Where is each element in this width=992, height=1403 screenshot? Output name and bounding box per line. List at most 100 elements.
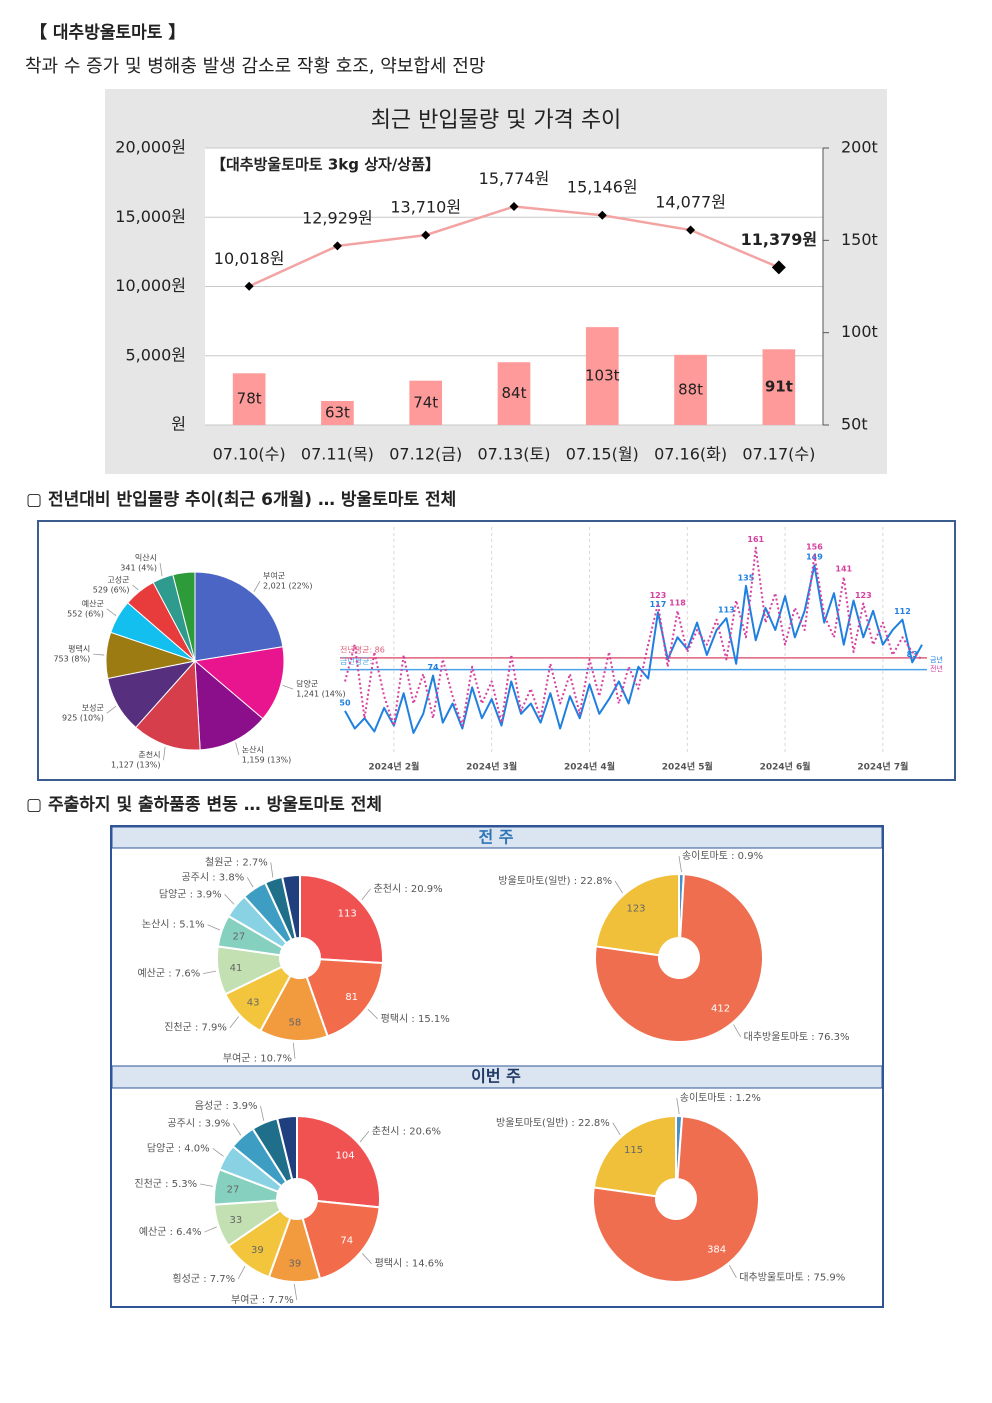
bar-value-label: 103t — [585, 367, 620, 385]
slice-value-label: 123 — [626, 904, 645, 915]
point-label: 113 — [718, 606, 735, 615]
slice-name-label: 춘천시 — [138, 750, 160, 760]
slice-name-label: 보성군 — [82, 704, 104, 713]
price-value-label: 12,929원 — [302, 208, 373, 227]
leader-line — [229, 1016, 239, 1028]
leader-line — [253, 580, 261, 592]
bar — [409, 380, 443, 425]
y-tick-label: 5,000원 — [125, 345, 186, 364]
bar — [232, 373, 266, 425]
leader-line — [224, 894, 235, 905]
slice-label: 방울토마토(일반) : 22.8% — [498, 875, 612, 887]
leader-line — [235, 742, 240, 756]
header-title: 【 대추방울토마토 】 — [30, 22, 185, 43]
slice-value-label: 529 (6%) — [93, 586, 130, 595]
slice-name-label: 익산시 — [135, 553, 157, 563]
leader-line — [93, 653, 105, 656]
point-label: 112 — [894, 607, 911, 616]
slice-name-label: 예산군 — [82, 598, 104, 608]
bar-value-label: 78t — [237, 390, 262, 408]
slice-value-label: 384 — [707, 1244, 726, 1255]
leader-line — [733, 1024, 741, 1038]
leader-line — [270, 862, 274, 878]
point-label: 74 — [427, 663, 439, 672]
slice-label: 음성군 : 3.9% — [195, 1100, 258, 1112]
legend-label: 전년 — [930, 664, 943, 673]
slice-name-label: 평택시 — [68, 644, 90, 654]
slice-value-label: 925 (10%) — [62, 714, 104, 723]
y-tick-label: 20,000원 — [115, 138, 186, 157]
slice-value-label: 1,159 (13%) — [242, 755, 291, 764]
donut-slice — [592, 1115, 760, 1283]
x-tick-label: 2024년 2월 — [368, 761, 419, 773]
slice-label: 방울토마토(일반) : 22.8% — [496, 1117, 610, 1129]
donut-slice — [275, 1114, 298, 1181]
slice-name-label: 부여군 — [263, 571, 285, 581]
leader-line — [292, 1042, 296, 1059]
price-marker — [771, 260, 786, 275]
leader-line — [212, 1147, 224, 1157]
slice-label: 진천군 : 7.9% — [164, 1022, 227, 1034]
slice-label: 진천군 : 5.3% — [134, 1178, 197, 1190]
slice-label: 평택시 : 14.6% — [375, 1258, 444, 1270]
point-label: 118 — [669, 598, 686, 607]
bar-value-label: 63t — [325, 403, 350, 421]
leader-line — [207, 924, 220, 931]
leader-line — [237, 1266, 246, 1280]
price-value-label: 10,018원 — [214, 249, 285, 268]
y-tick-label: 15,000원 — [115, 207, 186, 226]
slice-label: 공주시 : 3.8% — [181, 871, 244, 883]
section-title: ▢ 전년대비 반입물량 추이(최근 6개월) … 방울토마토 전체 — [26, 490, 456, 510]
panel-title: 이번 주 — [471, 1067, 521, 1086]
price-marker — [332, 241, 342, 251]
leader-line — [260, 1105, 265, 1121]
slice-label: 횡성군 : 7.7% — [172, 1273, 235, 1285]
slice-value-label: 81 — [345, 992, 358, 1003]
leader-line — [106, 608, 117, 617]
share-box — [110, 825, 884, 1308]
bar-value-label: 88t — [678, 380, 703, 398]
slice-label: 송이토마토 : 1.2% — [680, 1092, 761, 1104]
donut-slice — [592, 1114, 677, 1198]
slice-name-label: 고성군 — [107, 576, 129, 585]
price-marker — [421, 230, 431, 240]
slice-label: 부여군 : 10.7% — [223, 1053, 292, 1065]
pie-slice — [194, 659, 264, 751]
leader-line — [361, 1253, 372, 1264]
point-label: 141 — [835, 565, 852, 574]
slice-value-label: 43 — [247, 998, 260, 1009]
bar — [497, 362, 531, 425]
slice-value-label: 552 (6%) — [67, 609, 104, 618]
slice-value-label: 41 — [230, 963, 243, 974]
bar-value-label: 91t — [765, 378, 793, 396]
y-tick-label: 원 — [171, 415, 186, 434]
y2-tick-label: 100t — [841, 322, 878, 341]
pie-slice — [193, 646, 285, 720]
slice-value-label: 115 — [624, 1145, 643, 1156]
leader-line — [203, 970, 217, 975]
bar-value-label: 84t — [502, 384, 527, 402]
x-tick-label: 07.16(화) — [654, 445, 727, 464]
slice-label: 철원군 : 2.7% — [205, 856, 268, 868]
point-label: 123 — [650, 591, 667, 600]
slice-value-label: 33 — [229, 1215, 242, 1226]
leader-line — [282, 685, 294, 690]
point-label: 161 — [747, 535, 764, 544]
bar — [321, 400, 354, 425]
trend-box — [37, 520, 956, 781]
x-tick-label: 07.11(목) — [301, 445, 374, 464]
point-label: 83 — [907, 650, 918, 659]
leader-line — [367, 1008, 378, 1020]
slice-label: 송이토마토 : 0.9% — [682, 850, 763, 862]
price-value-label: 11,379원 — [741, 230, 817, 249]
slice-label: 논산시 : 5.1% — [142, 919, 205, 931]
section-title: ▢ 주출하지 및 출하품종 변동 … 방울토마토 전체 — [26, 795, 382, 815]
x-tick-label: 2024년 6월 — [760, 761, 811, 773]
y2-tick-label: 200t — [841, 138, 878, 157]
leader-line — [612, 1122, 621, 1136]
slice-value-label: 113 — [338, 909, 357, 920]
y-tick-label: 10,000원 — [115, 276, 186, 295]
x-tick-label: 2024년 5월 — [662, 761, 713, 773]
